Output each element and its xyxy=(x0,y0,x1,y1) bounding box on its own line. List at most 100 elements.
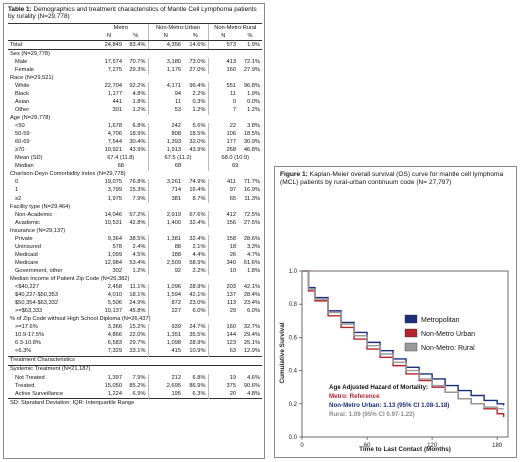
row-label: SD: Standard Deviation; IQR: Interquarti… xyxy=(8,398,263,408)
cell-count: 4,356 xyxy=(147,40,184,51)
cell-percent: 96.8% xyxy=(243,82,261,89)
row-label: Age (N=29,778) xyxy=(10,115,51,122)
cell-count: 203 xyxy=(207,283,239,292)
cell-count: 11 xyxy=(207,90,239,99)
row-label: Non-Academic xyxy=(15,211,53,218)
table-row: 1 3,799 15.3% 714 16.4% 97 16.9% xyxy=(8,186,262,195)
row-label: 0 xyxy=(15,179,19,186)
cell-percent: 42.8% xyxy=(129,219,146,226)
hazard-title: Age Adjusted Hazard of Mortality: xyxy=(329,384,428,391)
cell-count: 160 xyxy=(207,323,239,332)
table-row: $50,354-$63,332 5,506 24.9% 872 23.0% 113 23.4… xyxy=(8,299,262,308)
cell-percent: 30.4% xyxy=(129,139,146,146)
table-row: Academic 10,531 42.8% 1,400 32.4% 156 27.5% xyxy=(8,219,262,228)
cell-count: 340 xyxy=(207,259,239,268)
cell-percent: 45.8% xyxy=(129,308,146,315)
cell-count: 1,397 xyxy=(107,374,122,381)
table-section-row: Systemic Treatment (N=21,187) xyxy=(8,364,263,375)
cell-count: 4,866 xyxy=(107,332,122,339)
cell-percent: 2.1% xyxy=(192,243,206,250)
row-label: Total xyxy=(8,40,94,51)
cell-percent: 27.9% xyxy=(243,66,261,73)
cell-count: 12,984 xyxy=(104,259,122,266)
cell-count: 137 xyxy=(207,291,239,300)
cell-count: 97 xyxy=(207,186,239,195)
col-n-urban: N xyxy=(147,32,184,42)
cell-percent: 4.8% xyxy=(132,90,146,97)
cell-count: 7 xyxy=(207,106,239,115)
cell-percent: 2.2% xyxy=(192,267,206,274)
cell-percent: 15.3% xyxy=(129,187,146,194)
table-row: Asian 441 1.8% 11 0.3% 0 0.0% xyxy=(8,98,262,107)
row-label: Median Income of Patient Zip Code (N=26,… xyxy=(10,275,130,282)
cell-count: 573 xyxy=(207,40,239,51)
table-row: $40,227-$50,353 4,010 18.1% 1,594 42.1% 137 28… xyxy=(8,291,262,300)
cell-count: 2,458 xyxy=(107,284,122,291)
y-axis-label: Cumulative Survival xyxy=(279,322,286,383)
legend-label: Metropolitan xyxy=(421,317,460,324)
cell-percent: 28.9% xyxy=(189,340,206,347)
table-column-header-row: N % N % N % xyxy=(8,32,263,42)
table-row: >=17.6% 3,366 15.2% 939 24.7% 160 32.7% xyxy=(8,323,262,332)
row-label: Median xyxy=(15,163,34,170)
table-row: Medicaid 1,099 4.5% 188 4.4% 26 4.7% xyxy=(8,251,262,260)
cell-percent: 2.2% xyxy=(192,90,206,97)
cell-count: 2,919 xyxy=(147,211,184,220)
x-tick-label: 120 xyxy=(427,443,438,449)
cell-count: 5,506 xyxy=(107,300,122,307)
table-row: Non-Academic 14,046 57.2% 2,919 67.6% 412 72.5… xyxy=(8,211,262,220)
table-footnote-row: SD: Standard Deviation; IQR: Interquarti… xyxy=(8,398,263,408)
cell-percent: 42.1% xyxy=(189,292,206,299)
cell-percent: 86.9% xyxy=(189,382,206,389)
row-label: 1 xyxy=(15,187,19,194)
row-label: $50,354-$63,332 xyxy=(15,300,59,307)
cell-percent: 70.7% xyxy=(129,58,146,65)
x-tick-label: 0 xyxy=(300,443,304,449)
cell-percent: 1.2% xyxy=(192,106,206,113)
hazard-urban-line: Non-Metro Urban: 1.13 (95% CI 1.08-1.18) xyxy=(329,402,449,409)
cell-percent: 22.0% xyxy=(129,332,146,339)
table-row: ≥70 10,921 43.9% 1,913 43.9% 268 46.8% xyxy=(8,146,262,155)
col-n-metro: N xyxy=(94,32,124,42)
cell-percent: 6.8% xyxy=(192,374,206,381)
cell-count: 94 xyxy=(147,90,184,99)
row-label: >=17.6% xyxy=(15,324,38,331)
cell-percent: 32.0% xyxy=(189,139,206,146)
cell-percent: 7.9% xyxy=(132,374,146,381)
cell-count: 411 xyxy=(207,178,239,187)
cell-count: 177 xyxy=(207,138,239,147)
table-row: <50 1,678 6.8% 242 5.6% 22 3.8% xyxy=(8,122,262,131)
x-tick-label: 180 xyxy=(492,443,503,449)
cell-count: 4,706 xyxy=(107,131,122,138)
cell-percent: 7.9% xyxy=(132,195,146,202)
row-label: Sex (N=29,778) xyxy=(10,50,50,57)
demographics-table: Metro Non-Metro:Urban Non-Metro:Rural N … xyxy=(8,23,263,408)
table-row: Black 1,177 4.8% 94 2.2% 11 1.9% xyxy=(8,90,262,99)
series-line-2 xyxy=(302,270,504,410)
cell-percent: 0.3% xyxy=(192,98,206,105)
cell-percent: 5.6% xyxy=(192,123,206,130)
cell-percent: 28.9% xyxy=(189,284,206,291)
cell-percent: 29.7% xyxy=(129,340,146,347)
cell-percent: 46.8% xyxy=(243,147,261,154)
row-label: ≥70 xyxy=(15,147,25,154)
col-n-rural: N xyxy=(207,32,239,42)
row-label: White xyxy=(15,82,30,89)
row-label: Insurance (N=29,137) xyxy=(10,227,66,234)
cell-percent: 96.4% xyxy=(189,82,206,89)
cell-percent: 4.7% xyxy=(247,251,261,258)
row-label: Active Surveillance xyxy=(15,390,64,397)
cell-percent: 85.2% xyxy=(129,382,146,389)
row-label: $40,227-$50,353 xyxy=(15,292,59,299)
cell-percent: 4.5% xyxy=(132,251,146,258)
table-title-label: Table 1: xyxy=(8,6,32,13)
table-section-row: Treatment Characteristics xyxy=(8,355,263,366)
figure-title: Figure 1: Kaplan-Meier overall survival … xyxy=(280,171,514,187)
cell-percent: 35.5% xyxy=(189,332,206,339)
cell-count: 3,180 xyxy=(147,58,184,67)
cell-count: 1,381 xyxy=(147,235,184,244)
cell-count: 3,261 xyxy=(147,178,184,187)
cell-percent: 10.9% xyxy=(189,348,206,355)
cell-count: 160 xyxy=(207,66,239,75)
table-row: Uninsured 578 2.4% 88 2.1% 18 3.3% xyxy=(8,243,262,252)
